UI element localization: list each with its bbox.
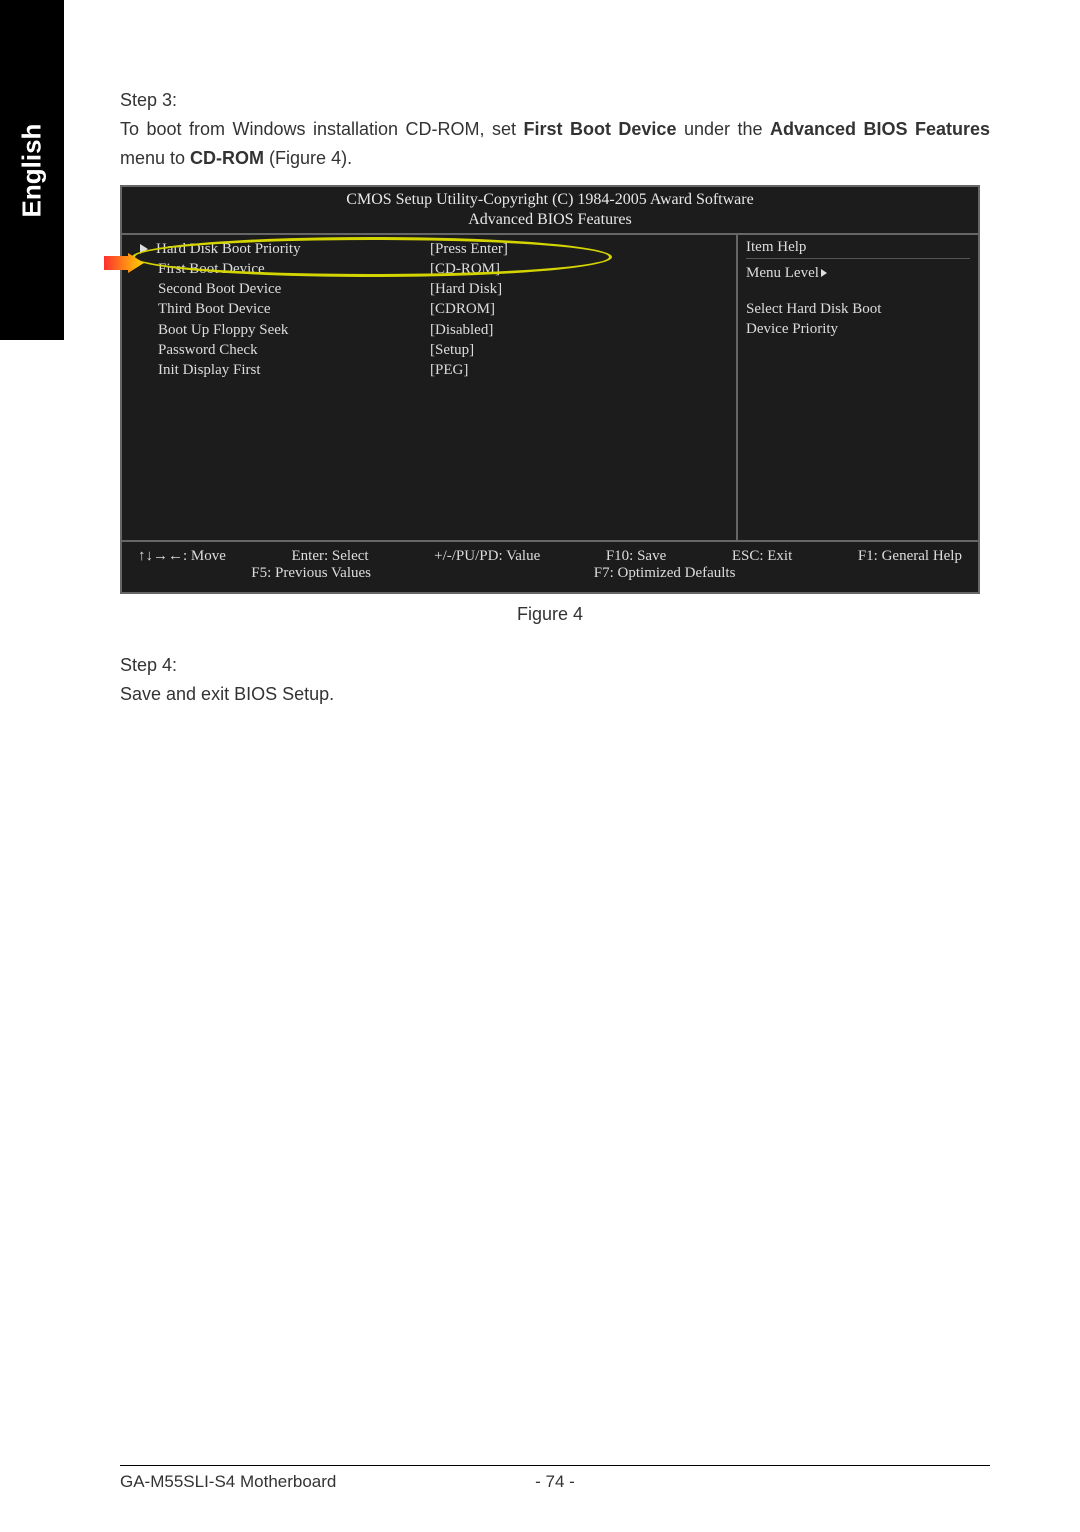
page-footer: GA-M55SLI-S4 Motherboard - 74 - [120, 1465, 990, 1492]
bios-row-label: First Boot Device [130, 259, 430, 279]
bios-title: CMOS Setup Utility-Copyright (C) 1984-20… [122, 187, 978, 211]
bios-row-label: Third Boot Device [130, 299, 430, 319]
bios-screenshot: CMOS Setup Utility-Copyright (C) 1984-20… [120, 185, 980, 595]
bios-footer-exit: ESC: Exit [732, 548, 792, 565]
bios-footer: ↑↓→←: Move Enter: Select +/-/PU/PD: Valu… [122, 540, 978, 592]
bios-row-value: [Disabled] [430, 320, 728, 340]
triangle-icon [140, 244, 148, 254]
bios-footer-row: ↑↓→←: Move Enter: Select +/-/PU/PD: Valu… [138, 548, 962, 565]
triangle-icon [821, 269, 827, 277]
bios-help-menulevel-text: Menu Level [746, 265, 819, 281]
bios-body: Hard Disk Boot Priority [Press Enter] Fi… [122, 233, 978, 541]
bios-row-value: [Hard Disk] [430, 279, 728, 299]
bios-row-value: [Press Enter] [430, 239, 728, 259]
bios-row-value: [CD-ROM] [430, 259, 728, 279]
bios-row: First Boot Device [CD-ROM] [130, 259, 728, 279]
bios-help-title: Item Help [746, 239, 970, 259]
bios-row: Boot Up Floppy Seek [Disabled] [130, 320, 728, 340]
bios-row: Password Check [Setup] [130, 340, 728, 360]
bios-help-menulevel: Menu Level [746, 263, 970, 283]
bios-row-label: Init Display First [130, 360, 430, 380]
step4: Step 4: Save and exit BIOS Setup. [120, 655, 990, 709]
step3-bold-advbios: Advanced BIOS Features [770, 119, 990, 139]
bios-row: Hard Disk Boot Priority [Press Enter] [130, 239, 728, 259]
bios-row-value: [PEG] [430, 360, 728, 380]
bios-footer-enter: Enter: Select [292, 548, 369, 565]
step3-bold-firstboot: First Boot Device [523, 119, 676, 139]
bios-subtitle: Advanced BIOS Features [122, 211, 978, 233]
bios-footer-move: ↑↓→←: Move [138, 548, 226, 565]
bios-row-label: Hard Disk Boot Priority [156, 241, 301, 257]
bios-row: Third Boot Device [CDROM] [130, 299, 728, 319]
step3-text: To boot from Windows installation CD-ROM… [120, 115, 990, 173]
bios-help-line: Device Priority [746, 319, 970, 339]
step3-text-pre: To boot from Windows installation CD-ROM… [120, 119, 523, 139]
language-tab: English [0, 0, 64, 340]
step3-bold-cdrom: CD-ROM [190, 148, 264, 168]
footer-right [615, 1472, 990, 1492]
bios-row: Second Boot Device [Hard Disk] [130, 279, 728, 299]
bios-help-panel: Item Help Menu Level Select Hard Disk Bo… [738, 235, 978, 541]
step3-text-mid1: under the [676, 119, 770, 139]
bios-row-label: Password Check [130, 340, 430, 360]
bios-help-line: Select Hard Disk Boot [746, 299, 970, 319]
step3-text-post: (Figure 4). [264, 148, 352, 168]
bios-row-value: [Setup] [430, 340, 728, 360]
bios-footer-help: F1: General Help [858, 548, 962, 565]
bios-footer-defaults: F7: Optimized Defaults [594, 565, 736, 582]
bios-row-label: Boot Up Floppy Seek [130, 320, 430, 340]
bios-footer-prev: F5: Previous Values [251, 565, 371, 582]
step3-text-mid2: menu to [120, 148, 190, 168]
bios-footer-row: . F5: Previous Values . F7: Optimized De… [138, 565, 962, 582]
figure-caption: Figure 4 [120, 604, 980, 625]
content-area: Step 3: To boot from Windows installatio… [120, 90, 990, 709]
bios-row-label: Second Boot Device [130, 279, 430, 299]
bios-footer-save: F10: Save [606, 548, 666, 565]
step4-label: Step 4: [120, 655, 990, 676]
step3-label: Step 3: [120, 90, 990, 111]
footer-left: GA-M55SLI-S4 Motherboard [120, 1472, 495, 1492]
step4-text: Save and exit BIOS Setup. [120, 680, 990, 709]
language-tab-label: English [17, 123, 48, 217]
bios-settings-panel: Hard Disk Boot Priority [Press Enter] Fi… [122, 235, 738, 541]
bios-row-value: [CDROM] [430, 299, 728, 319]
bios-footer-value: +/-/PU/PD: Value [434, 548, 540, 565]
bios-row: Init Display First [PEG] [130, 360, 728, 380]
page: English Step 3: To boot from Windows ins… [0, 0, 1080, 1532]
footer-page-number: - 74 - [495, 1472, 615, 1492]
